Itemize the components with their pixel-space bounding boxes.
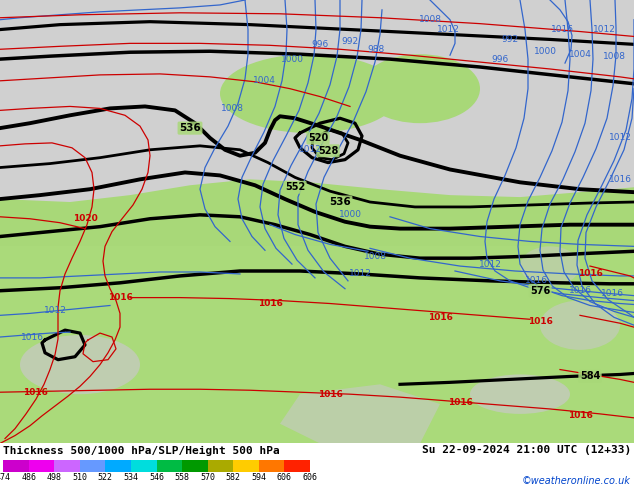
FancyBboxPatch shape (131, 460, 157, 472)
Text: 558: 558 (174, 473, 190, 482)
Ellipse shape (470, 374, 570, 414)
Text: 1016: 1016 (427, 313, 453, 322)
FancyBboxPatch shape (54, 460, 80, 472)
Text: 996: 996 (491, 54, 508, 64)
Text: 1000: 1000 (280, 54, 304, 64)
Text: 1016: 1016 (600, 289, 623, 298)
Text: 1016: 1016 (108, 293, 133, 302)
Text: Su 22-09-2024 21:00 UTC (12+33): Su 22-09-2024 21:00 UTC (12+33) (422, 445, 631, 456)
Text: 988: 988 (367, 45, 385, 54)
Text: 992: 992 (342, 37, 359, 46)
Text: 1008: 1008 (363, 252, 387, 261)
Text: 584: 584 (580, 371, 600, 381)
Text: 606: 606 (277, 473, 292, 482)
Text: 1012: 1012 (44, 306, 67, 315)
Text: 1016: 1016 (567, 412, 592, 420)
Text: 534: 534 (124, 473, 138, 482)
Text: 996: 996 (311, 40, 328, 49)
Text: 474: 474 (0, 473, 11, 482)
Text: 1016: 1016 (20, 333, 44, 342)
Text: 1012: 1012 (609, 133, 631, 143)
FancyBboxPatch shape (80, 460, 105, 472)
Text: 1020: 1020 (73, 214, 98, 223)
Polygon shape (0, 0, 634, 202)
Text: 1004: 1004 (569, 49, 592, 59)
Text: 520: 520 (308, 133, 328, 143)
FancyBboxPatch shape (285, 460, 310, 472)
Text: ©weatheronline.co.uk: ©weatheronline.co.uk (522, 476, 631, 486)
Text: 606: 606 (302, 473, 318, 482)
FancyBboxPatch shape (182, 460, 208, 472)
FancyBboxPatch shape (233, 460, 259, 472)
Text: 1016: 1016 (23, 388, 48, 397)
Text: 576: 576 (530, 286, 550, 295)
Text: 582: 582 (226, 473, 241, 482)
Text: 486: 486 (21, 473, 36, 482)
Polygon shape (280, 384, 440, 443)
FancyBboxPatch shape (0, 246, 634, 443)
FancyBboxPatch shape (3, 460, 29, 472)
Text: 536: 536 (179, 123, 201, 133)
Text: 570: 570 (200, 473, 215, 482)
Text: Thickness 500/1000 hPa/SLP/Height 500 hPa: Thickness 500/1000 hPa/SLP/Height 500 hP… (3, 445, 280, 456)
Text: 1016: 1016 (550, 25, 574, 34)
Text: 992: 992 (501, 35, 519, 44)
Text: 498: 498 (47, 473, 61, 482)
Text: 1008: 1008 (418, 15, 441, 24)
Text: 522: 522 (98, 473, 113, 482)
Text: 594: 594 (251, 473, 266, 482)
FancyBboxPatch shape (208, 460, 233, 472)
Ellipse shape (20, 335, 140, 394)
Text: 1012: 1012 (349, 270, 372, 278)
FancyBboxPatch shape (105, 460, 131, 472)
Text: 1016: 1016 (569, 286, 592, 295)
Text: 1016: 1016 (524, 276, 548, 285)
Text: 1012: 1012 (593, 25, 616, 34)
Text: 1000: 1000 (533, 47, 557, 56)
Ellipse shape (220, 54, 400, 133)
Text: 1012: 1012 (479, 260, 501, 269)
Ellipse shape (520, 246, 580, 286)
Text: 536: 536 (329, 197, 351, 207)
Text: 1016: 1016 (578, 270, 602, 278)
Ellipse shape (360, 54, 480, 123)
Text: 1012: 1012 (299, 146, 321, 154)
FancyBboxPatch shape (0, 0, 634, 443)
Text: 1016: 1016 (257, 299, 282, 308)
Text: 1016: 1016 (448, 397, 472, 407)
Text: 552: 552 (285, 182, 305, 192)
Text: 1016: 1016 (318, 390, 342, 399)
Text: 528: 528 (318, 146, 338, 156)
Text: 510: 510 (72, 473, 87, 482)
Text: 1012: 1012 (437, 25, 460, 34)
Text: 546: 546 (149, 473, 164, 482)
Text: 1004: 1004 (252, 76, 275, 85)
FancyBboxPatch shape (259, 460, 285, 472)
FancyBboxPatch shape (157, 460, 182, 472)
Text: 1016: 1016 (609, 175, 631, 184)
FancyBboxPatch shape (29, 460, 54, 472)
Text: 1008: 1008 (602, 51, 626, 61)
Text: 1016: 1016 (527, 317, 552, 326)
Text: 1008: 1008 (221, 104, 243, 113)
Ellipse shape (540, 300, 620, 350)
Text: 1000: 1000 (339, 210, 361, 220)
